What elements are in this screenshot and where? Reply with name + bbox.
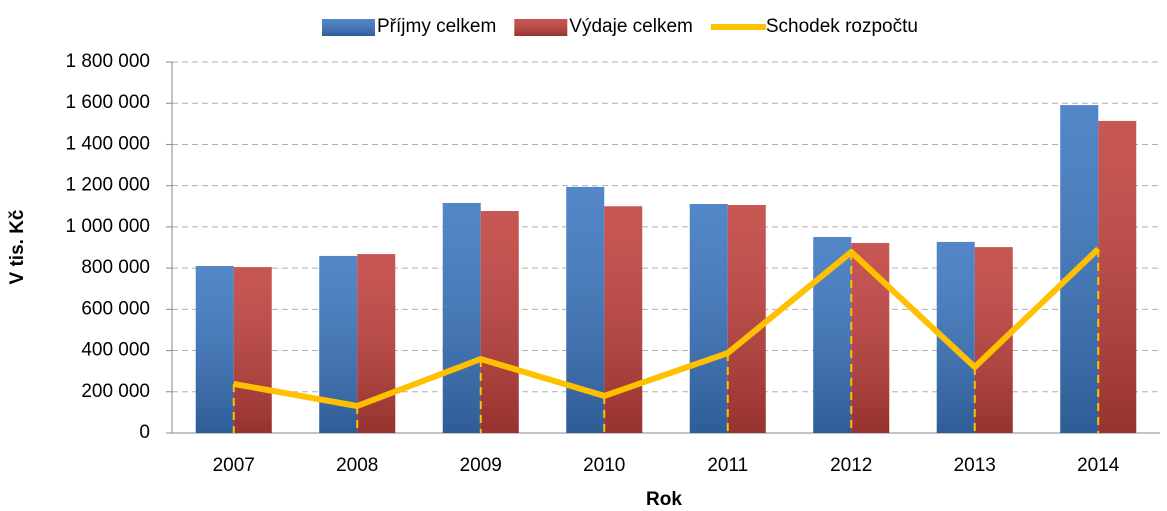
y-tick-label: 0 — [139, 422, 150, 443]
x-axis-title: Rok — [646, 489, 682, 510]
y-tick-label: 1 400 000 — [65, 133, 150, 154]
bar-shade — [195, 266, 234, 433]
x-tick-label: 2013 — [954, 455, 996, 476]
bar-shade — [604, 206, 643, 433]
y-tick-label: 1 000 000 — [65, 216, 150, 237]
y-tick-label: 1 800 000 — [65, 51, 150, 72]
y-tick-label: 1 600 000 — [65, 92, 150, 113]
y-tick-label: 400 000 — [81, 340, 150, 361]
y-tick-label: 200 000 — [81, 381, 150, 402]
y-axis-title: V tis. Kč — [7, 209, 28, 284]
y-tick-label: 800 000 — [81, 257, 150, 278]
x-tick-label: 2010 — [583, 455, 625, 476]
y-tick-label: 600 000 — [81, 298, 150, 319]
bar-shade — [480, 211, 519, 433]
x-tick-label: 2007 — [213, 455, 255, 476]
x-tick-label: 2014 — [1077, 455, 1120, 476]
bar-shade — [851, 242, 890, 433]
line — [233, 246, 1101, 409]
x-tick-label: 2012 — [830, 455, 872, 476]
bar-shade — [727, 205, 766, 433]
x-tick-label: 2008 — [336, 455, 378, 476]
legend-swatch-shade — [514, 19, 568, 36]
x-tick-label: 2011 — [707, 455, 748, 476]
bar-shade — [442, 202, 481, 433]
bar-shade — [233, 267, 272, 433]
bar-shade — [1098, 120, 1137, 433]
legend-label: Příjmy celkem — [377, 16, 496, 37]
legend-label: Schodek rozpočtu — [766, 16, 918, 37]
y-tick-label: 1 200 000 — [65, 175, 150, 196]
bar-shade — [689, 204, 728, 433]
legend-swatch-shade — [322, 19, 375, 36]
legend-label: Výdaje celkem — [569, 16, 693, 37]
x-tick-label: 2009 — [460, 455, 502, 476]
